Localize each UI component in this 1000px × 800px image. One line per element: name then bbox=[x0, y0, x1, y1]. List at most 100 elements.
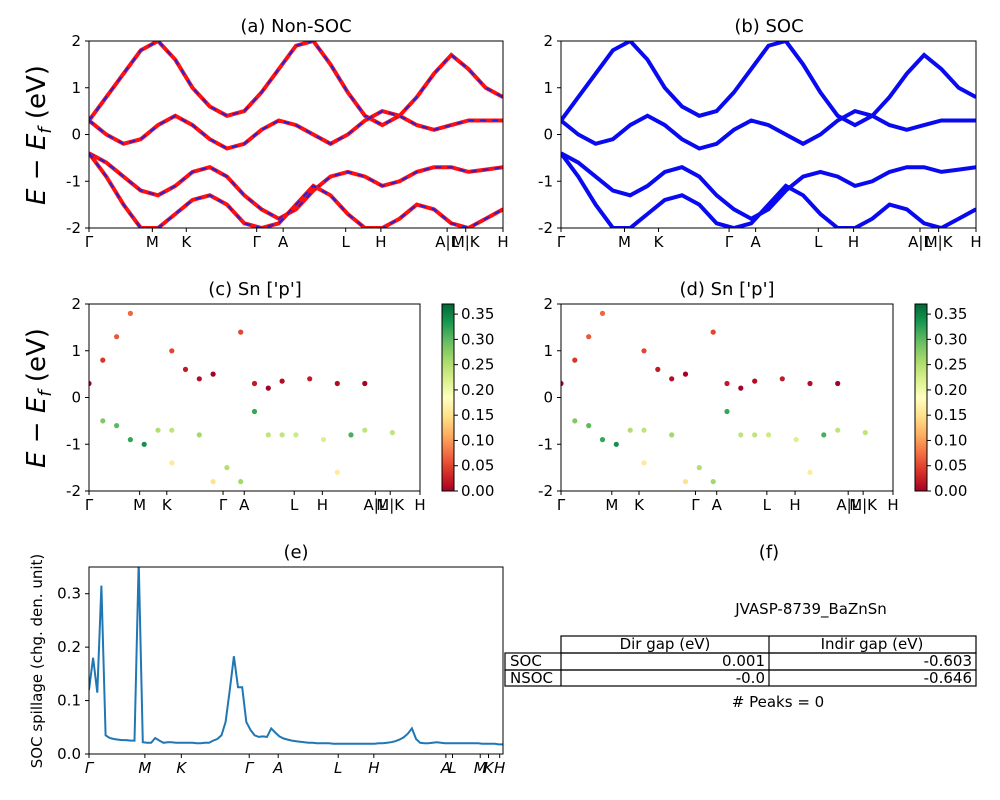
xtick-label: L bbox=[448, 759, 456, 777]
xtick-label: A|L bbox=[908, 233, 932, 251]
ytick-label: -1 bbox=[538, 172, 553, 190]
row-soc-dir: 0.001 bbox=[722, 652, 765, 670]
ytick-label: 0.0 bbox=[57, 745, 81, 763]
row-nsoc-dir: -0.0 bbox=[736, 669, 765, 687]
band-point bbox=[682, 371, 689, 377]
band-line bbox=[561, 152, 976, 228]
band-line-dash bbox=[89, 41, 503, 127]
band-point bbox=[155, 427, 161, 433]
xtick-label: K bbox=[176, 759, 187, 777]
xtick-label: M|K bbox=[376, 496, 405, 514]
band-point bbox=[738, 385, 744, 391]
colorbar-tick-label: 0.15 bbox=[461, 406, 494, 424]
xtick-label: H bbox=[848, 233, 859, 251]
band-point bbox=[127, 437, 133, 443]
band-point bbox=[641, 427, 647, 433]
band-point bbox=[724, 380, 730, 387]
xtick-label: M bbox=[146, 233, 159, 251]
colorbar-tick-label: 0.15 bbox=[934, 406, 967, 424]
xtick-label: Γ bbox=[245, 759, 255, 777]
xtick-label: Γ bbox=[219, 496, 228, 514]
colorbar-tick-label: 0.00 bbox=[934, 482, 967, 500]
ytick-label: -1 bbox=[538, 435, 553, 453]
colorbar-tick-label: 0.30 bbox=[934, 330, 967, 348]
band-point bbox=[238, 329, 244, 335]
xtick-label: M bbox=[138, 759, 151, 777]
band-point bbox=[793, 437, 799, 443]
band-point bbox=[561, 380, 564, 387]
band-point bbox=[362, 380, 368, 387]
ylabel-top: E − Ef (eV) bbox=[22, 65, 56, 205]
xtick-label: Γ bbox=[85, 759, 95, 777]
gap-table bbox=[504, 635, 977, 687]
ytick-label: 2 bbox=[71, 32, 81, 50]
ytick-label: -2 bbox=[538, 482, 553, 500]
band-point bbox=[210, 479, 216, 485]
colorbar-tick-label: 0.10 bbox=[461, 431, 494, 449]
colorbar-tick-label: 0.30 bbox=[461, 330, 494, 348]
xtick-label: H bbox=[375, 233, 386, 251]
plot-e: 0.00.10.20.3Γ M K Γ A L H AL MK H bbox=[57, 566, 505, 777]
ytick-label: -2 bbox=[538, 219, 553, 237]
ytick-label: 1 bbox=[543, 342, 553, 360]
band-point bbox=[196, 376, 202, 382]
ytick-label: 1 bbox=[543, 79, 553, 97]
band-point bbox=[127, 310, 133, 316]
xtick-label: H bbox=[887, 496, 898, 514]
band-point bbox=[279, 378, 285, 384]
band-point bbox=[114, 423, 120, 429]
band-point bbox=[572, 418, 578, 424]
axes-frame-e bbox=[88, 566, 504, 755]
band-point bbox=[169, 348, 175, 354]
xtick-label: K bbox=[654, 233, 665, 251]
band-line-dash bbox=[89, 110, 503, 150]
band-point bbox=[641, 460, 647, 466]
xtick-label: Γ bbox=[725, 233, 734, 251]
xtick-label: L bbox=[342, 233, 351, 251]
band-point bbox=[182, 366, 189, 372]
band-point bbox=[765, 432, 772, 438]
band-point bbox=[169, 460, 175, 466]
band-point bbox=[389, 430, 395, 436]
colorbar-tick-label: 0.00 bbox=[461, 482, 494, 500]
band-point bbox=[251, 408, 258, 415]
plot-area-c bbox=[89, 310, 395, 485]
band-point bbox=[251, 380, 258, 387]
xtick-label: A|L bbox=[363, 496, 387, 514]
xtick-label: M bbox=[474, 759, 487, 777]
band-point bbox=[807, 469, 813, 475]
plot-area-d bbox=[561, 310, 868, 485]
band-point bbox=[779, 376, 785, 382]
peaks-count: # Peaks = 0 bbox=[732, 693, 824, 711]
band-point bbox=[710, 329, 716, 335]
band-point bbox=[807, 380, 813, 387]
band-point bbox=[669, 432, 675, 438]
xtick-label: A bbox=[278, 233, 289, 251]
ytick-label: 1 bbox=[71, 342, 81, 360]
xtick-label: Γ bbox=[252, 233, 261, 251]
ytick-label: 0 bbox=[543, 126, 553, 144]
band-point bbox=[141, 441, 147, 447]
row-nsoc-label: NSOC bbox=[510, 669, 553, 687]
ytick-label: 2 bbox=[543, 295, 553, 313]
band-point bbox=[320, 437, 327, 443]
title-a: (a) Non-SOC bbox=[240, 16, 351, 37]
title-e: (e) bbox=[283, 542, 308, 563]
xtick-label: M bbox=[133, 496, 146, 514]
band-point bbox=[100, 357, 106, 363]
xtick-label: H bbox=[317, 496, 328, 514]
title-b: (b) SOC bbox=[734, 16, 803, 37]
band-point bbox=[682, 479, 689, 485]
xtick-label: M bbox=[618, 233, 631, 251]
band-point bbox=[627, 427, 633, 433]
title-c: (c) Sn ['p'] bbox=[208, 279, 302, 300]
xtick-label: K bbox=[484, 759, 495, 777]
ylabel-mid: E − Ef (eV) bbox=[22, 328, 56, 468]
colorbar-tick-label: 0.35 bbox=[461, 305, 494, 323]
xtick-label: A bbox=[272, 759, 283, 777]
axes-frame-c bbox=[88, 303, 421, 492]
